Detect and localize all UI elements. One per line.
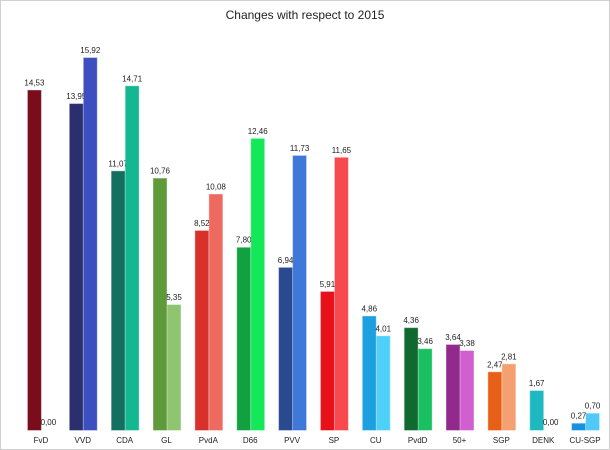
bar <box>376 335 391 431</box>
value-label: 3,64 <box>445 333 461 342</box>
bar <box>278 267 293 431</box>
x-tick-label: D66 <box>243 436 258 445</box>
value-label: 5,91 <box>320 280 336 289</box>
bar <box>501 363 516 431</box>
value-label: 14,53 <box>24 78 45 87</box>
x-tick-label: CU <box>370 436 382 445</box>
value-label: 7,80 <box>236 236 252 245</box>
bar <box>585 413 600 431</box>
value-label: 4,36 <box>403 316 419 325</box>
bar <box>69 103 84 431</box>
value-label: 2,47 <box>487 360 503 369</box>
x-tick-label: CDA <box>116 436 134 445</box>
bar <box>250 138 265 431</box>
value-label: 8,52 <box>194 219 210 228</box>
value-label: 15,92 <box>80 46 101 55</box>
x-tick-label: SP <box>329 436 340 445</box>
bar <box>446 344 460 431</box>
bar <box>362 315 377 431</box>
x-tick-label: PvdA <box>199 436 219 445</box>
value-label: 14,71 <box>122 74 143 83</box>
x-tick-label: CU-SGP <box>570 436 601 445</box>
bar <box>153 178 167 431</box>
value-label: 13,95 <box>66 92 87 101</box>
bar <box>404 327 419 431</box>
bar <box>208 193 223 431</box>
value-label: 11,73 <box>290 144 310 153</box>
value-label: 3,46 <box>417 337 433 346</box>
bar <box>292 155 307 431</box>
value-label: 0,00 <box>41 418 57 427</box>
bar <box>334 157 349 431</box>
bar <box>571 423 586 431</box>
value-label: 10,76 <box>150 167 171 176</box>
value-label: 2,81 <box>501 352 517 361</box>
bar <box>27 89 42 431</box>
x-tick-label: FvD <box>34 436 49 445</box>
bar <box>167 304 181 431</box>
bar <box>418 348 433 431</box>
value-label: 4,86 <box>361 304 377 313</box>
x-tick-label: GL <box>161 436 172 445</box>
value-label: 0,27 <box>571 412 587 421</box>
value-label: 4,01 <box>375 324 391 333</box>
x-tick-label: PvdD <box>408 436 428 445</box>
value-label: 0,00 <box>543 418 559 427</box>
value-label: 6,94 <box>278 256 294 265</box>
x-tick-label: SGP <box>493 436 510 445</box>
bar <box>111 170 126 431</box>
bar <box>320 291 335 431</box>
value-label: 1,67 <box>529 379 545 388</box>
bar <box>83 57 98 431</box>
bar <box>529 390 544 431</box>
value-label: 12,46 <box>248 127 269 136</box>
value-label: 11,07 <box>108 159 128 168</box>
x-tick-label: PVV <box>284 436 301 445</box>
bar <box>125 85 140 431</box>
value-label: 11,65 <box>332 146 352 155</box>
x-tick-label: DENK <box>532 436 555 445</box>
value-label: 0,70 <box>585 402 601 411</box>
value-label: 10,08 <box>206 182 227 191</box>
value-label: 5,35 <box>166 293 182 302</box>
chart-title: Changes with respect to 2015 <box>226 8 385 22</box>
bar <box>194 230 209 431</box>
x-tick-label: VVD <box>75 436 92 445</box>
bar <box>487 371 502 431</box>
bar <box>460 350 474 431</box>
value-label: 3,38 <box>459 339 475 348</box>
bar <box>236 247 251 431</box>
x-tick-label: 50+ <box>453 436 467 445</box>
